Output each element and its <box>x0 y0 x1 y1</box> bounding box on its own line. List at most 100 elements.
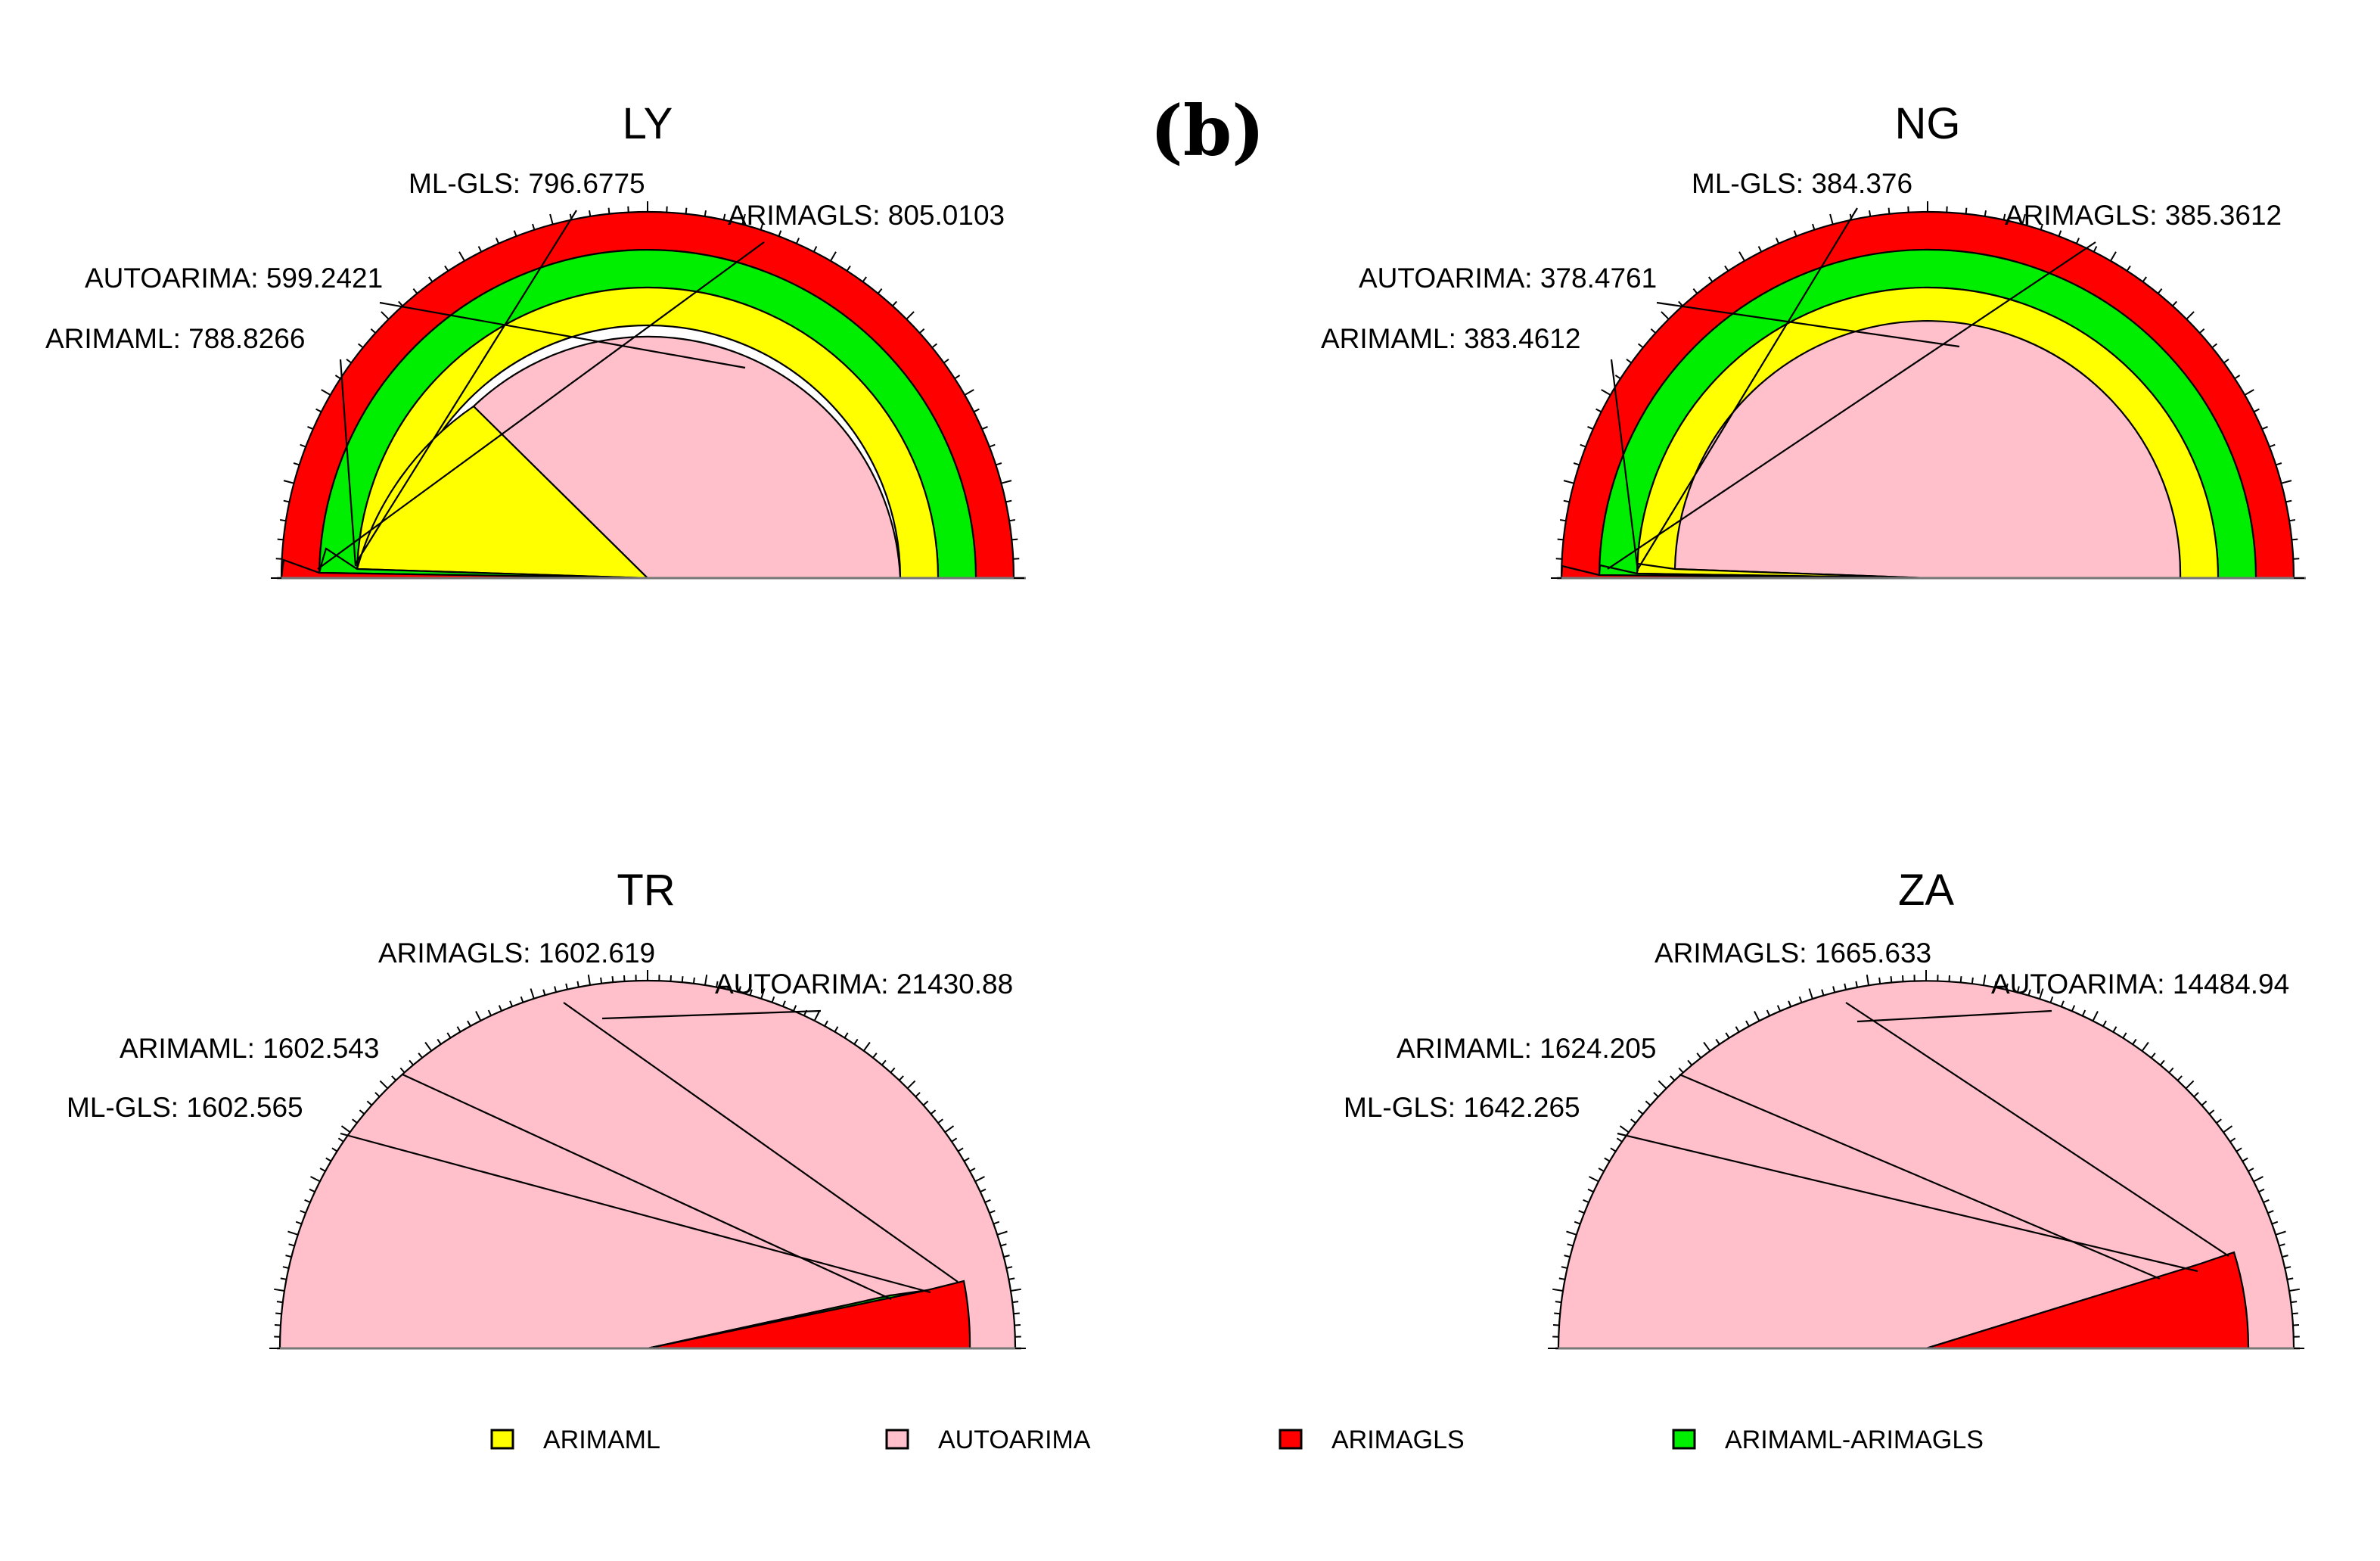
tick-mark <box>495 238 500 244</box>
tick-mark <box>2193 1092 2199 1098</box>
tick-mark <box>704 975 708 986</box>
tick-mark <box>1766 1009 1771 1016</box>
chart-title-ly: LY <box>623 99 673 148</box>
tick-mark <box>1994 981 1997 987</box>
tick-mark <box>922 1100 929 1106</box>
annotation-arimaml-ly: ARIMAML: 788.8266 <box>45 323 305 354</box>
tick-mark <box>2142 276 2148 282</box>
tick-mark <box>749 989 753 996</box>
tick-mark <box>381 311 390 320</box>
tick-mark <box>812 246 818 253</box>
leader-arimagls-tr <box>563 1002 959 1283</box>
tick-mark <box>274 1288 285 1292</box>
tick-mark <box>980 1188 986 1193</box>
tick-mark <box>1971 977 1974 984</box>
tick-mark <box>793 1005 797 1012</box>
tick-mark <box>1610 1147 1617 1152</box>
tick-mark <box>2267 1210 2274 1214</box>
tick-mark <box>304 1199 311 1203</box>
tick-mark <box>282 1266 289 1269</box>
tick-mark <box>1650 328 1656 334</box>
tick-mark <box>2039 988 2044 1000</box>
annotation-mlgls-tr: ML-GLS: 1602.565 <box>67 1092 303 1123</box>
tick-mark <box>458 251 465 262</box>
panel-label: (b) <box>1150 90 1264 172</box>
tick-mark <box>2236 1147 2242 1152</box>
tick-mark <box>2110 251 2117 262</box>
tick-mark <box>1578 1210 1585 1214</box>
tick-mark <box>2176 1075 2183 1081</box>
tick-mark <box>2253 408 2260 413</box>
tick-mark <box>1580 443 1586 448</box>
tick-mark <box>288 1243 295 1247</box>
tick-mark <box>1829 213 1834 225</box>
tick-mark <box>681 976 684 983</box>
leader-arimaml-za <box>1679 1073 2161 1280</box>
tick-mark <box>2021 213 2026 225</box>
tick-mark <box>1630 1118 1636 1124</box>
tick-mark <box>1692 288 1698 294</box>
tick-mark <box>2093 246 2098 253</box>
tick-mark <box>2292 1324 2300 1326</box>
tick-mark <box>2253 1176 2263 1183</box>
tick-mark <box>1878 977 1881 984</box>
tick-mark <box>444 265 449 272</box>
tick-mark <box>1725 1032 1730 1039</box>
slice-arimagls-za <box>1925 1251 2250 1350</box>
annotation-mlgls-za: ML-GLS: 1642.265 <box>1344 1092 1580 1123</box>
tick-mark <box>334 375 341 380</box>
tick-mark <box>283 499 290 503</box>
tick-mark <box>1552 1324 1560 1326</box>
tick-mark <box>2287 1277 2294 1280</box>
leader-arimagls-ly <box>317 241 765 570</box>
tick-mark <box>981 425 988 431</box>
tick-mark <box>974 1176 985 1183</box>
tick-mark <box>1626 358 1632 364</box>
tick-mark <box>293 462 300 466</box>
tick-mark <box>1566 1230 1577 1236</box>
tick-mark <box>2199 328 2205 334</box>
annotation-arimaml-tr: ARIMAML: 1602.543 <box>120 1033 379 1064</box>
tick-mark <box>722 213 726 220</box>
slice-autoarima-ng <box>1673 319 2182 580</box>
leader-arimagls-za <box>1845 1002 2229 1257</box>
tick-mark <box>1687 1059 1692 1066</box>
ring-arimaml-ly <box>356 286 940 580</box>
tick-mark <box>898 1075 904 1081</box>
tick-mark <box>862 1041 871 1052</box>
tick-mark <box>1558 1277 1565 1280</box>
tick-mark <box>366 1100 373 1106</box>
tick-mark <box>1573 462 1580 466</box>
tick-mark <box>554 986 558 993</box>
tick-mark <box>834 1026 839 1033</box>
tick-mark <box>1869 210 1872 217</box>
tick-mark <box>2006 983 2009 990</box>
tick-mark <box>2160 1059 2165 1066</box>
tick-mark <box>2049 996 2054 1003</box>
tick-mark <box>973 408 980 413</box>
leader-mlgls-ly <box>355 210 577 564</box>
tick-mark <box>1008 519 1016 522</box>
tick-mark <box>1574 1221 1581 1225</box>
tick-mark <box>2216 1118 2222 1124</box>
tick-mark <box>477 246 483 253</box>
tick-mark <box>963 1157 970 1162</box>
tick-mark <box>1583 1199 1589 1203</box>
tick-mark <box>670 975 672 982</box>
tick-mark <box>1552 1288 1564 1292</box>
tick-mark <box>1006 1266 1013 1269</box>
tick-mark <box>1637 1109 1644 1115</box>
legend-item-arimaml: ARIMAML <box>490 1426 660 1454</box>
tick-mark <box>1812 223 1816 231</box>
tick-mark <box>611 976 614 983</box>
tick-mark <box>2132 1038 2137 1045</box>
tick-mark <box>877 288 883 294</box>
ticks-za <box>1548 970 2304 1349</box>
tick-mark <box>1775 238 1780 244</box>
legend-swatch-arimagls <box>1279 1429 1303 1450</box>
tick-mark <box>310 1176 321 1183</box>
tick-mark <box>357 343 364 349</box>
tick-mark <box>813 1011 820 1021</box>
tick-mark <box>906 311 915 320</box>
